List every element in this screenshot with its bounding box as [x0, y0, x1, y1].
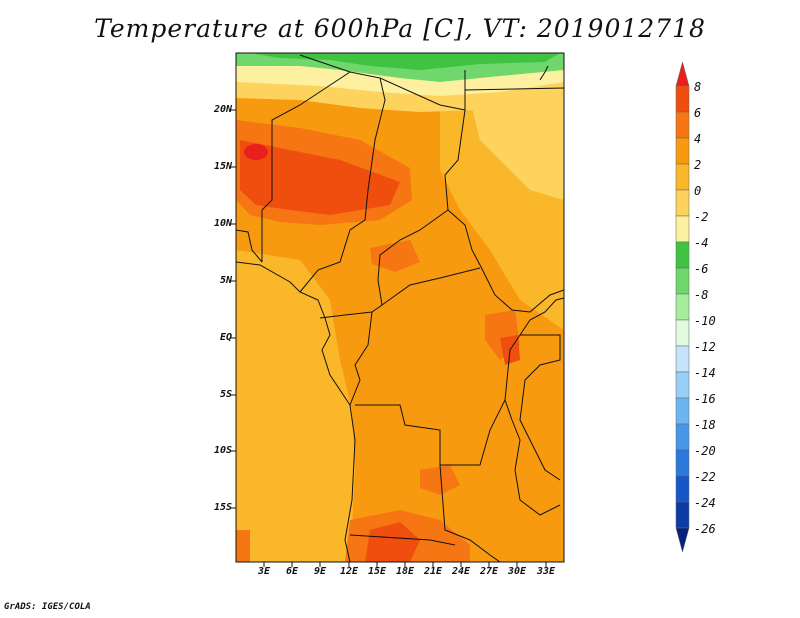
lon-label-24e: 24E	[451, 566, 471, 577]
colorbar-label: -22	[694, 470, 716, 484]
colorbar-segment	[675, 241, 690, 269]
colorbar-bottom-arrow	[675, 527, 690, 553]
temperature-field	[236, 53, 564, 562]
colorbar-label: -6	[694, 262, 709, 276]
colorbar-label: -20	[694, 444, 716, 458]
colorbar-segment	[675, 215, 690, 243]
colorbar-segment	[675, 501, 690, 529]
lat-label-20n: 20N	[213, 104, 232, 115]
lon-label-33e: 33E	[536, 566, 556, 577]
colorbar-label: -16	[694, 392, 716, 406]
colorbar-segment	[675, 397, 690, 425]
colorbar-label: 0	[694, 184, 702, 198]
lon-label-27e: 27E	[479, 566, 499, 577]
lon-ticks	[263, 562, 547, 567]
colorbar-segment	[675, 475, 690, 503]
colorbar	[675, 61, 690, 553]
chart-title: Temperature at 600hPa [C], VT: 201901271…	[94, 14, 706, 43]
lon-label-9e: 9E	[313, 566, 327, 577]
lon-label-3e: 3E	[257, 566, 271, 577]
lon-label-18e: 18E	[395, 566, 415, 577]
lat-label-10s: 10S	[213, 445, 232, 456]
credit-label: GrADS: IGES/COLA	[4, 602, 91, 612]
colorbar-label: -4	[694, 236, 709, 250]
colorbar-segment	[675, 319, 690, 347]
colorbar-label: -26	[694, 522, 716, 536]
colorbar-segment	[675, 267, 690, 295]
lat-label-15n: 15N	[213, 161, 232, 172]
map-frame	[235, 52, 565, 563]
colorbar-label: -18	[694, 418, 716, 432]
lon-label-21e: 21E	[423, 566, 443, 577]
colorbar-segment	[675, 293, 690, 321]
colorbar-segment	[675, 111, 690, 139]
colorbar-segment	[675, 163, 690, 191]
lat-label-5s: 5S	[219, 389, 232, 400]
lon-label-30e: 30E	[507, 566, 527, 577]
colorbar-label: 8	[694, 80, 702, 94]
colorbar-segment	[675, 371, 690, 399]
country-borders	[236, 54, 564, 562]
lat-label-10n: 10N	[213, 218, 232, 229]
lat-label-15s: 15S	[213, 502, 232, 513]
colorbar-segment	[675, 189, 690, 217]
lon-label-12e: 12E	[339, 566, 359, 577]
colorbar-label: -12	[694, 340, 716, 354]
colorbar-segment	[675, 345, 690, 373]
colorbar-segment	[675, 137, 690, 165]
lon-label-6e: 6E	[285, 566, 299, 577]
colorbar-top-arrow	[675, 61, 690, 87]
colorbar-label: 4	[694, 132, 702, 146]
colorbar-label: 6	[694, 106, 702, 120]
lon-label-15e: 15E	[367, 566, 387, 577]
colorbar-label: -2	[694, 210, 709, 224]
lat-label-eq: EQ	[219, 332, 232, 343]
colorbar-label: 2	[694, 158, 702, 172]
lat-label-5n: 5N	[219, 275, 232, 286]
colorbar-segment	[675, 423, 690, 451]
colorbar-label: -10	[694, 314, 716, 328]
colorbar-label: -8	[694, 288, 709, 302]
colorbar-label: -14	[694, 366, 716, 380]
colorbar-segment	[675, 449, 690, 477]
lat-ticks	[231, 109, 236, 509]
colorbar-segment	[675, 85, 690, 113]
colorbar-label: -24	[694, 496, 716, 510]
